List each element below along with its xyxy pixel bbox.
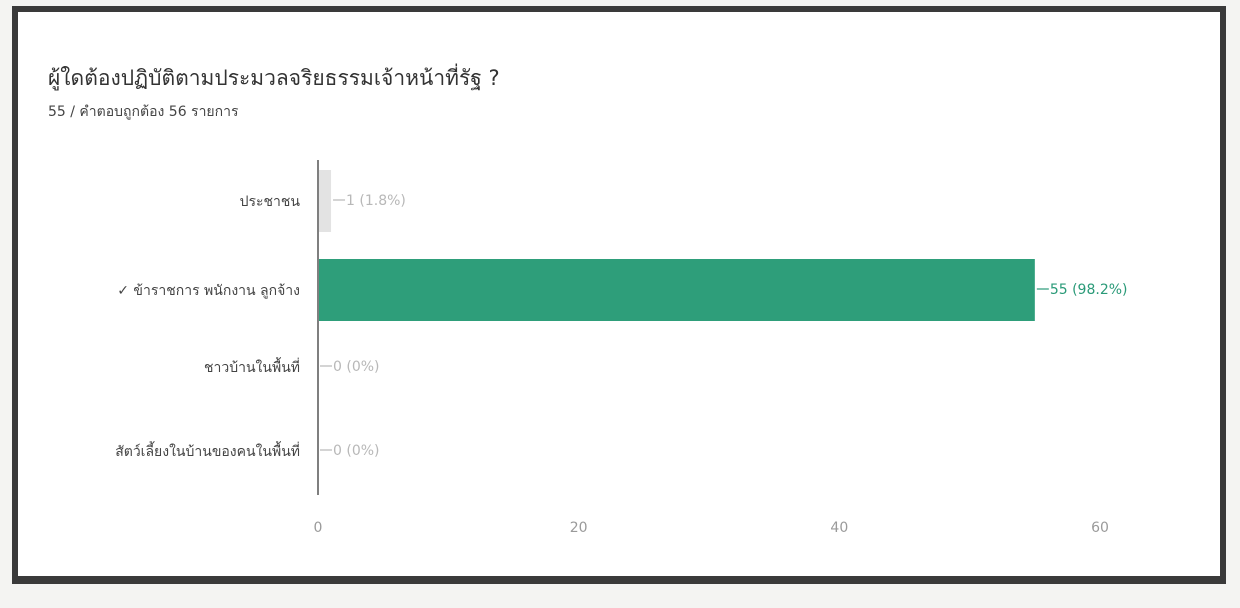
question-title: ผู้ใดต้องปฏิบัติตามประมวลจริยธรรมเจ้าหน้…: [48, 66, 500, 90]
correct-answer-bar: [319, 259, 1035, 321]
category-label: สัตว์เลี้ยงในบ้านของคนในพื้นที่: [115, 441, 300, 460]
x-tick-label: 40: [830, 520, 848, 536]
bar-value-label: 0 (0%): [333, 359, 380, 375]
answer-bar: [319, 170, 332, 232]
bar-value-label: 0 (0%): [333, 443, 380, 459]
bar-value-label: 1 (1.8%): [346, 193, 406, 209]
correct-count-subtitle: 55 / คำตอบถูกต้อง 56 รายการ: [48, 104, 239, 120]
category-label: ✓ ข้าราชการ พนักงาน ลูกจ้าง: [117, 283, 300, 299]
category-label: ประชาชน: [240, 194, 301, 210]
x-tick-label: 60: [1091, 520, 1109, 536]
x-tick-label: 0: [314, 520, 323, 536]
category-label: ชาวบ้านในพื้นที่: [204, 357, 300, 376]
x-tick-label: 20: [570, 520, 588, 536]
bar-value-label: 55 (98.2%): [1050, 282, 1128, 298]
